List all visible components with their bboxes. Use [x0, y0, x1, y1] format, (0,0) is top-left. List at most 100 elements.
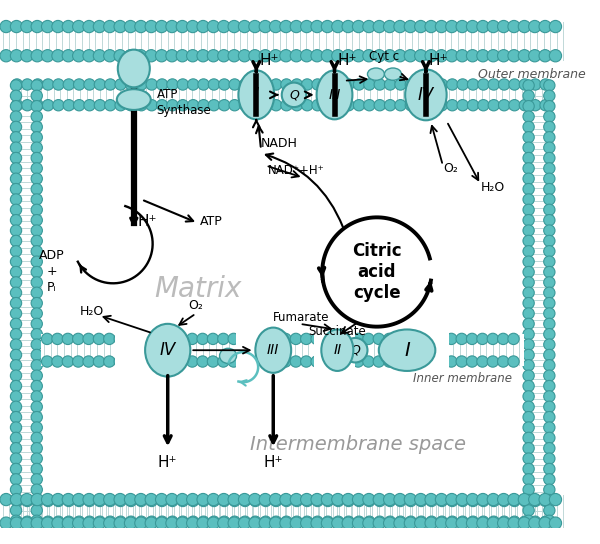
Circle shape [343, 100, 354, 111]
Circle shape [73, 50, 85, 62]
Circle shape [508, 21, 520, 33]
Circle shape [249, 493, 261, 506]
Circle shape [322, 356, 332, 367]
Circle shape [84, 516, 95, 527]
Circle shape [302, 100, 313, 111]
Circle shape [218, 50, 230, 62]
Circle shape [10, 214, 22, 226]
Circle shape [332, 21, 344, 33]
Ellipse shape [367, 68, 385, 81]
Text: H⁺: H⁺ [259, 53, 278, 69]
Circle shape [394, 21, 406, 33]
Circle shape [518, 517, 530, 529]
Circle shape [10, 267, 22, 277]
Circle shape [22, 516, 33, 527]
Circle shape [157, 516, 168, 527]
Circle shape [311, 517, 323, 529]
Circle shape [197, 50, 209, 62]
Circle shape [425, 50, 437, 62]
Circle shape [10, 453, 22, 464]
Circle shape [544, 401, 555, 412]
Circle shape [311, 50, 323, 62]
Circle shape [519, 100, 530, 111]
Circle shape [280, 50, 292, 62]
Circle shape [523, 204, 534, 215]
Circle shape [456, 333, 467, 344]
Circle shape [10, 329, 22, 340]
Circle shape [146, 496, 157, 506]
Circle shape [478, 516, 489, 527]
Text: H⁺: H⁺ [137, 214, 157, 228]
Circle shape [32, 496, 43, 506]
Circle shape [63, 79, 74, 90]
Circle shape [260, 496, 271, 506]
Circle shape [157, 79, 168, 90]
Circle shape [332, 79, 344, 90]
Circle shape [523, 411, 534, 423]
Circle shape [457, 79, 469, 90]
Circle shape [416, 496, 427, 506]
Text: I: I [404, 341, 410, 360]
Circle shape [207, 493, 220, 506]
Bar [524, 80, 554, 527]
Circle shape [31, 493, 43, 506]
Circle shape [466, 493, 479, 506]
Circle shape [291, 496, 302, 506]
Circle shape [53, 100, 64, 111]
Ellipse shape [379, 330, 436, 371]
Circle shape [146, 516, 157, 527]
Circle shape [530, 100, 541, 111]
Circle shape [426, 100, 437, 111]
Circle shape [136, 496, 147, 506]
Circle shape [404, 21, 416, 33]
Circle shape [146, 100, 157, 111]
Circle shape [238, 21, 251, 33]
Circle shape [426, 79, 437, 90]
Bar [41, 334, 524, 366]
Circle shape [166, 50, 178, 62]
Text: H₂O: H₂O [481, 181, 505, 194]
Circle shape [404, 356, 416, 367]
Circle shape [93, 21, 106, 33]
Circle shape [519, 79, 530, 90]
Circle shape [523, 370, 534, 381]
Circle shape [290, 493, 302, 506]
Circle shape [31, 360, 43, 371]
Circle shape [322, 21, 334, 33]
Circle shape [488, 496, 499, 506]
Circle shape [342, 517, 354, 529]
Circle shape [364, 100, 375, 111]
Circle shape [31, 111, 43, 122]
Circle shape [332, 493, 344, 506]
Circle shape [523, 380, 534, 392]
Circle shape [21, 517, 33, 529]
Circle shape [302, 79, 313, 90]
Circle shape [146, 79, 157, 90]
Circle shape [544, 308, 555, 319]
Circle shape [436, 496, 448, 506]
Circle shape [544, 339, 555, 350]
Circle shape [83, 517, 95, 529]
Circle shape [523, 432, 534, 443]
Circle shape [544, 267, 555, 277]
Circle shape [544, 121, 555, 133]
Circle shape [523, 287, 534, 298]
Circle shape [373, 493, 385, 506]
Circle shape [94, 79, 106, 90]
Circle shape [125, 79, 137, 90]
Circle shape [125, 496, 137, 506]
Circle shape [31, 163, 43, 174]
Circle shape [446, 21, 458, 33]
Circle shape [114, 356, 125, 367]
Circle shape [125, 516, 137, 527]
Circle shape [395, 496, 406, 506]
Circle shape [540, 516, 551, 527]
Circle shape [488, 100, 499, 111]
Circle shape [530, 496, 541, 506]
Circle shape [177, 496, 188, 506]
Circle shape [167, 496, 178, 506]
Circle shape [10, 411, 22, 423]
Circle shape [353, 79, 365, 90]
Circle shape [497, 21, 510, 33]
Text: III: III [267, 343, 280, 357]
